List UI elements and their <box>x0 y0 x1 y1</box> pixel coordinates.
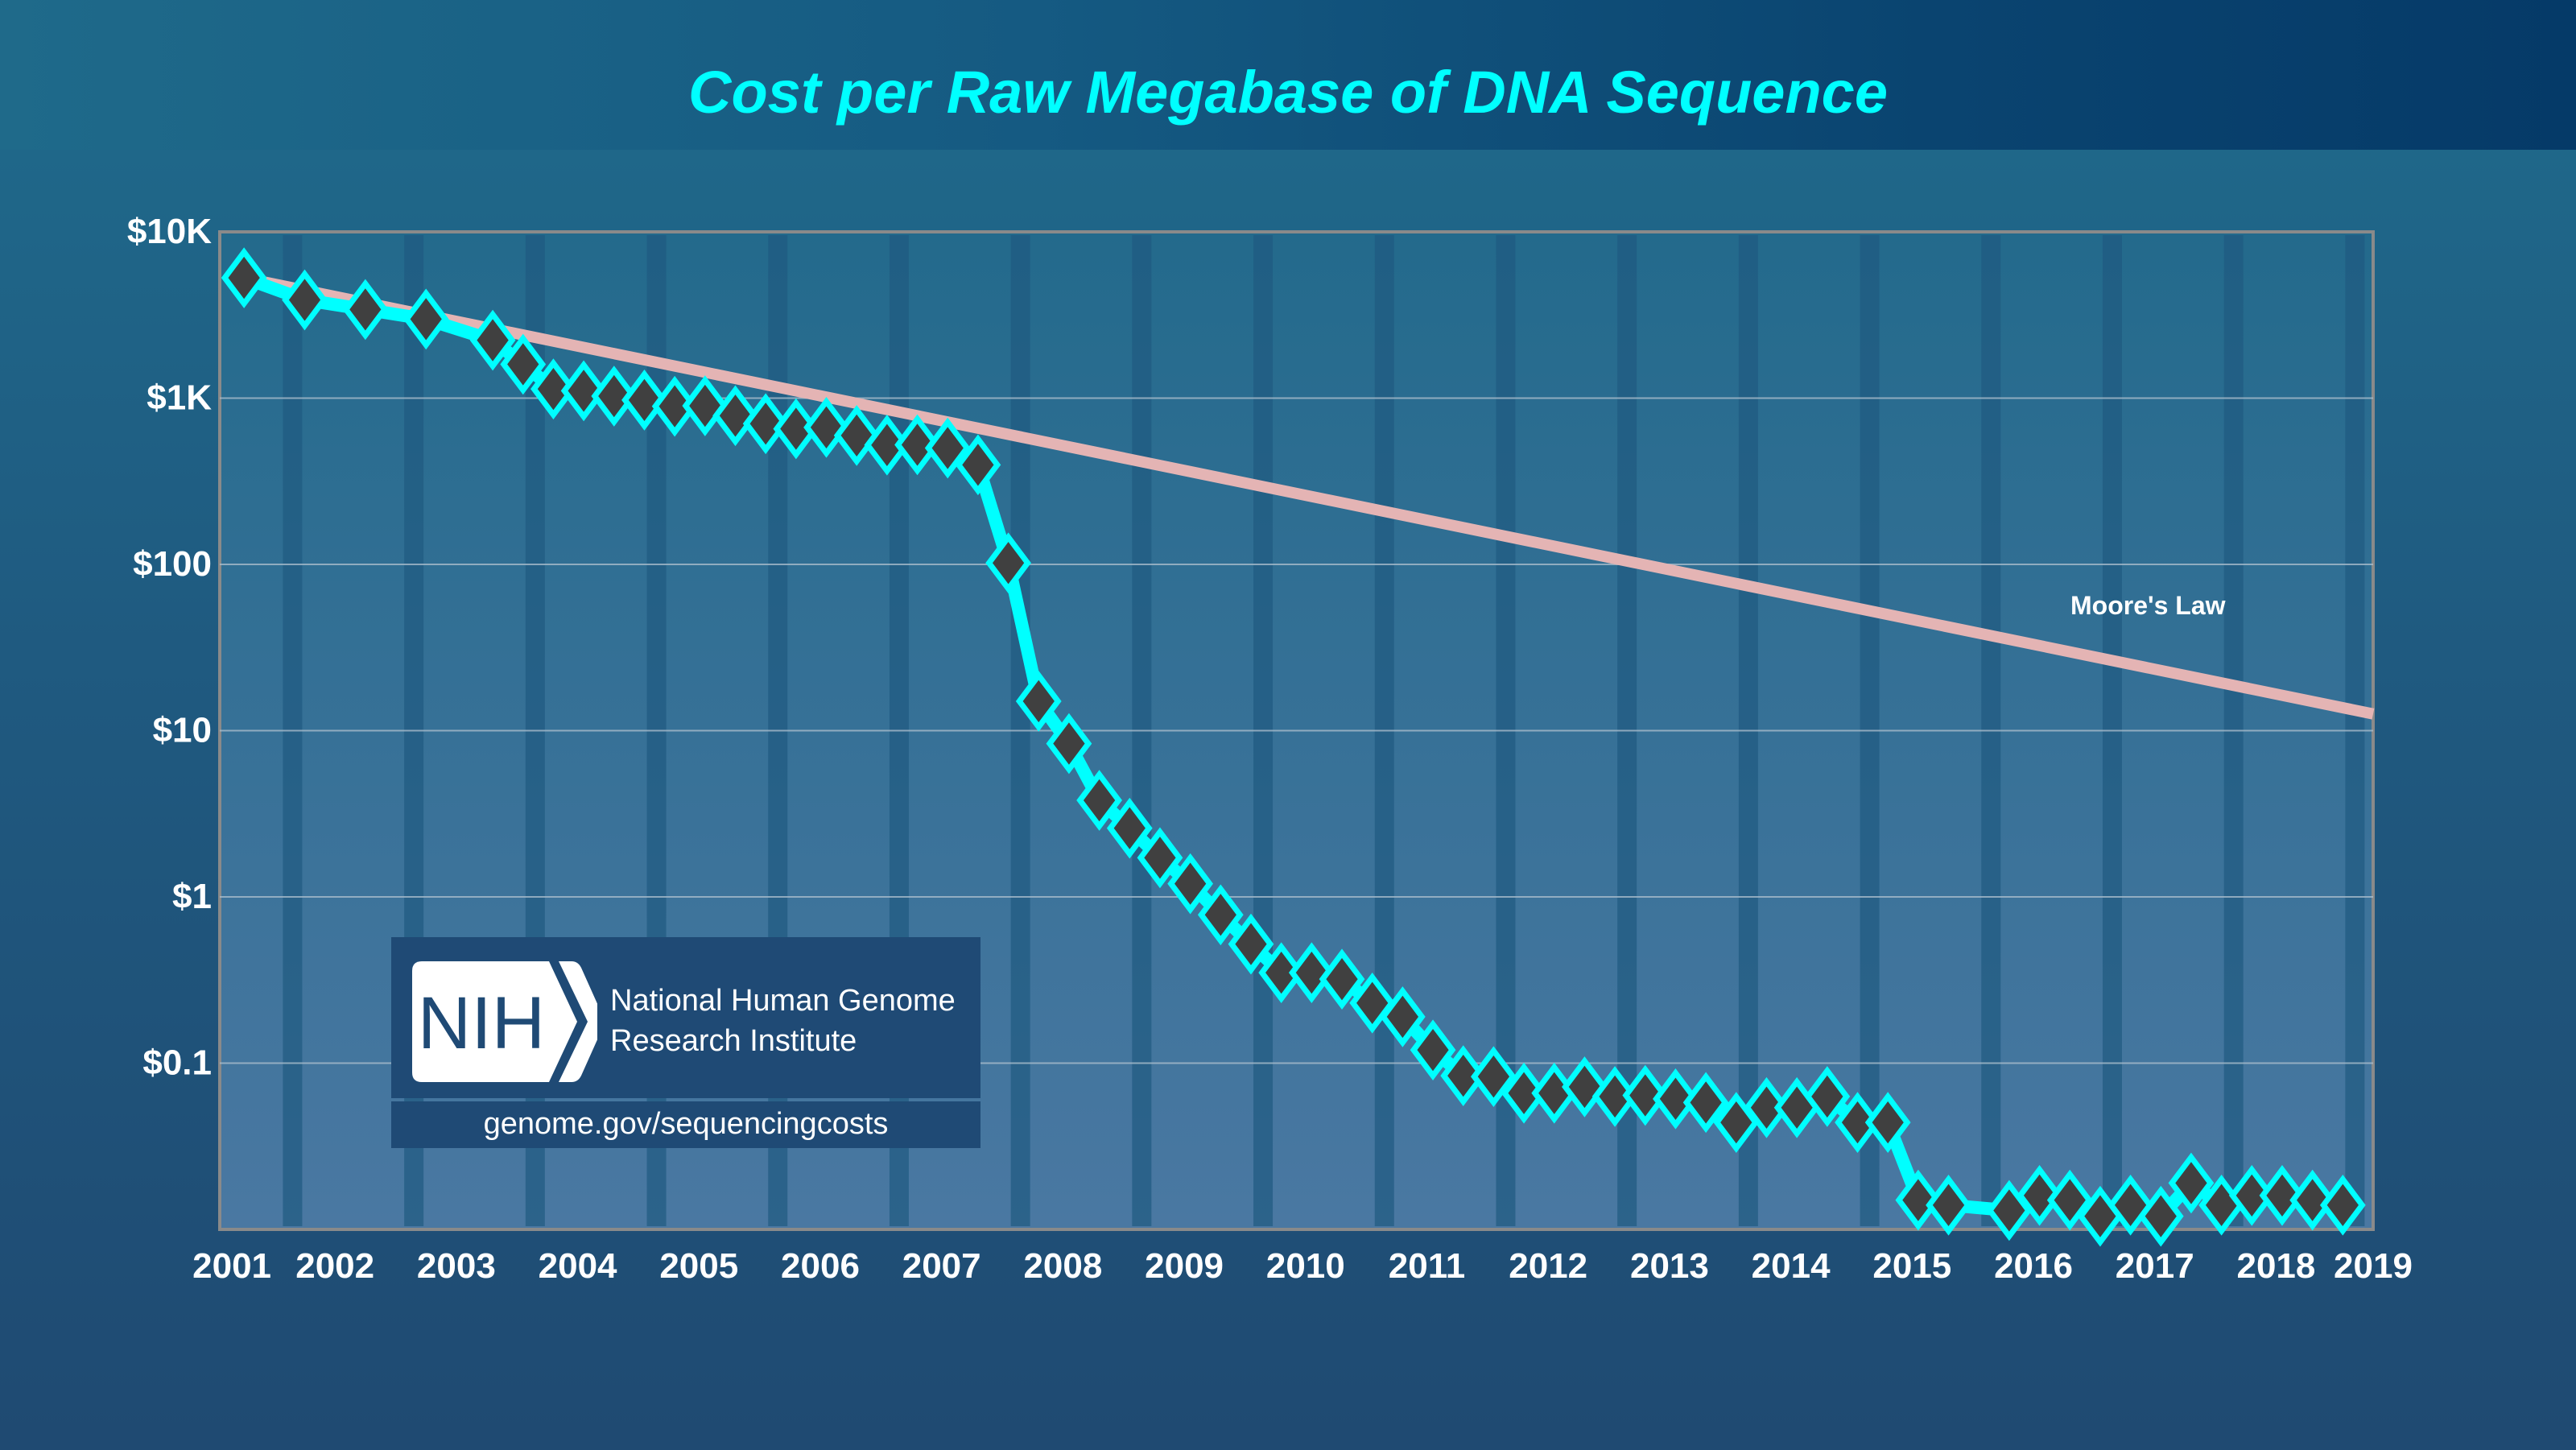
nih-acronym: NIH <box>418 982 545 1064</box>
data-point-marker <box>1197 884 1244 946</box>
nih-name-line1: National Human Genome <box>610 984 956 1018</box>
x-tick-label: 2015 <box>1872 1246 1951 1286</box>
data-point-marker <box>342 279 389 341</box>
header-band <box>0 0 2576 150</box>
data-point-marker <box>1895 1169 1942 1231</box>
data-point-marker <box>500 333 547 395</box>
x-tick-label: 2004 <box>539 1246 617 1286</box>
data-point-marker <box>712 385 758 447</box>
nih-institute-name: National Human Genome Research Institute <box>610 981 956 1061</box>
y-tick-label: $100 <box>133 544 212 584</box>
nih-logo-icon: NIH <box>412 961 597 1082</box>
y-tick-label: $0.1 <box>142 1043 212 1083</box>
data-point-marker <box>864 414 910 476</box>
data-point-marker <box>282 269 328 331</box>
data-point-marker <box>2137 1185 2184 1247</box>
x-tick-label: 2014 <box>1752 1246 1831 1286</box>
moores-law-label: Moore's Law <box>2070 591 2226 620</box>
x-tick-label: 2008 <box>1023 1246 1102 1286</box>
x-tick-label: 2009 <box>1145 1246 1224 1286</box>
data-point-marker <box>621 370 667 431</box>
data-point-marker <box>1288 942 1335 1003</box>
data-point-marker <box>469 309 516 371</box>
x-tick-label: 2013 <box>1630 1246 1709 1286</box>
data-point-marker <box>2046 1169 2093 1231</box>
data-point-marker <box>1926 1174 1971 1236</box>
data-point-marker <box>1471 1046 1517 1108</box>
data-point-marker <box>1804 1066 1851 1127</box>
data-point-marker <box>1682 1072 1729 1134</box>
data-point-marker <box>833 405 880 466</box>
x-tick-label: 2005 <box>659 1246 738 1286</box>
data-point-marker <box>2017 1165 2062 1226</box>
nih-logo-box: NIH National Human Genome Research Insti… <box>391 937 980 1148</box>
data-point-marker <box>402 288 449 350</box>
y-tick-label: $1 <box>172 877 212 916</box>
nih-name-line2: Research Institute <box>610 1024 857 1058</box>
data-point-marker <box>1015 671 1062 732</box>
data-point-marker <box>2168 1152 2215 1214</box>
data-point-marker <box>1258 942 1305 1003</box>
data-point-marker <box>1379 986 1426 1047</box>
data-point-marker <box>742 393 789 455</box>
data-point-marker <box>1440 1045 1487 1106</box>
moores-law-line <box>242 272 2375 720</box>
x-tick-label: 2018 <box>2236 1246 2315 1286</box>
x-tick-label: 2012 <box>1509 1246 1587 1286</box>
data-point-marker <box>1864 1092 1911 1153</box>
data-point-marker <box>985 532 1031 594</box>
y-tick-label: $10 <box>153 711 212 750</box>
data-point-marker <box>894 414 940 476</box>
data-point-marker <box>651 375 698 437</box>
data-point-marker <box>560 360 607 422</box>
x-tick-label: 2006 <box>781 1246 860 1286</box>
data-point-marker <box>1501 1062 1547 1124</box>
y-tick-label: $1K <box>147 378 212 418</box>
data-point-marker <box>1835 1092 1880 1153</box>
data-point-marker <box>1622 1064 1669 1126</box>
nih-url[interactable]: genome.gov/sequencingcosts <box>391 1101 980 1148</box>
data-point-marker <box>803 396 849 458</box>
data-point-marker <box>1744 1076 1790 1138</box>
x-tick-label: 2011 <box>1389 1246 1465 1286</box>
data-point-marker <box>2289 1169 2336 1231</box>
data-point-marker <box>2319 1174 2366 1236</box>
chart-title: Cost per Raw Megabase of DNA Sequence <box>688 59 1888 126</box>
data-point-marker <box>1106 797 1153 859</box>
x-tick-label: 2019 <box>2334 1246 2413 1286</box>
data-point-marker <box>924 417 971 479</box>
data-point-marker <box>1562 1056 1608 1117</box>
data-point-marker <box>1228 913 1274 975</box>
data-point-marker <box>1410 1019 1456 1080</box>
data-point-marker <box>1137 827 1183 889</box>
data-point-marker <box>682 375 729 436</box>
data-point-marker <box>2259 1165 2306 1226</box>
data-point-marker <box>955 434 1001 496</box>
data-point-marker <box>1167 853 1214 915</box>
x-tick-label: 2016 <box>1994 1246 2073 1286</box>
nih-logo-panel: NIH National Human Genome Research Insti… <box>391 937 980 1098</box>
data-point-marker <box>1653 1068 1699 1130</box>
data-point-marker <box>591 366 638 427</box>
x-tick-label: 2007 <box>902 1246 981 1286</box>
data-point-marker <box>221 247 267 308</box>
data-point-marker <box>530 358 576 419</box>
data-point-marker <box>1591 1066 1638 1127</box>
x-tick-label: 2002 <box>295 1246 374 1286</box>
x-tick-label: 2010 <box>1266 1246 1345 1286</box>
x-tick-label: 2017 <box>2116 1246 2194 1286</box>
data-point-marker <box>1319 948 1365 1010</box>
data-point-marker <box>1076 770 1122 831</box>
data-point-marker <box>1046 713 1092 775</box>
y-tick-label: $10K <box>127 212 212 251</box>
x-tick-label: 2001 <box>192 1246 271 1286</box>
x-tick-label: 2003 <box>417 1246 496 1286</box>
data-point-marker <box>2228 1165 2275 1226</box>
